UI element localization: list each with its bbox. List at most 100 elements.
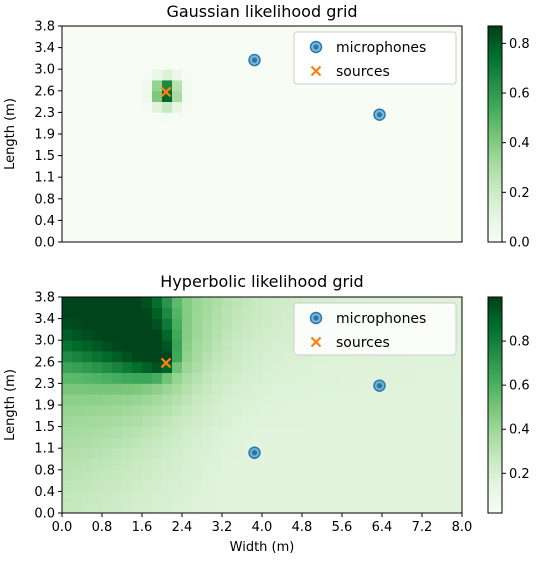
colorbar-segment bbox=[488, 227, 502, 232]
heatmap-cell bbox=[362, 383, 373, 395]
heatmap-cell bbox=[102, 26, 113, 38]
heatmap-cell bbox=[232, 134, 243, 146]
heatmap-cell bbox=[222, 383, 233, 395]
heatmap-cell bbox=[92, 480, 103, 492]
heatmap-cell bbox=[102, 448, 113, 460]
heatmap-cell bbox=[372, 220, 383, 232]
heatmap-cell bbox=[332, 155, 343, 167]
heatmap-cell bbox=[62, 177, 73, 189]
heatmap-cell bbox=[392, 502, 403, 514]
heatmap-cell bbox=[302, 112, 313, 124]
heatmap-cell bbox=[332, 405, 343, 417]
heatmap-cell bbox=[452, 144, 463, 156]
heatmap-cell bbox=[202, 307, 213, 319]
heatmap-cell bbox=[322, 220, 333, 232]
heatmap-cell bbox=[332, 188, 343, 200]
heatmap-cell bbox=[402, 502, 413, 514]
heatmap-cell bbox=[162, 123, 173, 135]
heatmap-cell bbox=[322, 90, 333, 102]
hyperbolic-markers bbox=[160, 357, 386, 459]
colorbar-segment bbox=[488, 72, 502, 77]
heatmap-cell bbox=[362, 491, 373, 503]
heatmap-cell bbox=[382, 426, 393, 438]
heatmap-cell bbox=[402, 220, 413, 232]
heatmap-cell bbox=[422, 437, 433, 449]
heatmap-cell bbox=[382, 177, 393, 189]
heatmap-cell bbox=[172, 144, 183, 156]
heatmap-cell bbox=[142, 123, 153, 135]
heatmap-cell bbox=[82, 26, 93, 38]
heatmap-cell bbox=[122, 47, 133, 59]
heatmap-cell bbox=[252, 502, 263, 514]
heatmap-cell bbox=[82, 209, 93, 221]
heatmap-cell bbox=[362, 101, 373, 113]
heatmap-cell bbox=[362, 231, 373, 243]
heatmap-cell bbox=[222, 394, 233, 406]
heatmap-cell bbox=[302, 144, 313, 156]
heatmap-cell bbox=[432, 101, 443, 113]
heatmap-cell bbox=[452, 58, 463, 70]
heatmap-cell bbox=[422, 469, 433, 481]
heatmap-cell bbox=[72, 437, 83, 449]
heatmap-cell bbox=[402, 437, 413, 449]
microphone-marker-core bbox=[251, 450, 258, 456]
heatmap-cell bbox=[152, 155, 163, 167]
heatmap-cell bbox=[72, 69, 83, 81]
heatmap-cell bbox=[202, 297, 213, 309]
heatmap-cell bbox=[152, 101, 163, 113]
heatmap-cell bbox=[122, 307, 133, 319]
heatmap-cell bbox=[182, 58, 193, 70]
heatmap-cell bbox=[402, 188, 413, 200]
heatmap-cell bbox=[322, 469, 333, 481]
colorbar-segment bbox=[488, 487, 502, 492]
heatmap-cell bbox=[92, 307, 103, 319]
heatmap-cell bbox=[162, 383, 173, 395]
colorbar-segment bbox=[488, 415, 502, 420]
heatmap-cell bbox=[252, 372, 263, 384]
heatmap-cell bbox=[202, 480, 213, 492]
y-tick-label: 1.5 bbox=[34, 420, 55, 435]
heatmap-cell bbox=[62, 198, 73, 210]
y-tick-label: 0.0 bbox=[34, 236, 55, 251]
heatmap-cell bbox=[442, 198, 453, 210]
heatmap-cell bbox=[442, 188, 453, 200]
heatmap-cell bbox=[272, 144, 283, 156]
heatmap-cell bbox=[62, 361, 73, 373]
heatmap-cell bbox=[72, 209, 83, 221]
heatmap-cell bbox=[112, 351, 123, 363]
heatmap-cell bbox=[302, 502, 313, 514]
colorbar-segment bbox=[488, 69, 502, 74]
colorbar-segment bbox=[488, 466, 502, 471]
heatmap-cell bbox=[122, 177, 133, 189]
heatmap-cell bbox=[352, 394, 363, 406]
heatmap-cell bbox=[82, 491, 93, 503]
heatmap-cell bbox=[72, 198, 83, 210]
heatmap-cell bbox=[122, 361, 133, 373]
heatmap-cell bbox=[102, 502, 113, 514]
heatmap-cell bbox=[312, 491, 323, 503]
heatmap-cell bbox=[272, 502, 283, 514]
heatmap-cell bbox=[162, 340, 173, 352]
heatmap-cell bbox=[432, 112, 443, 124]
heatmap-cell bbox=[62, 502, 73, 514]
colorbar-segment bbox=[488, 455, 502, 460]
heatmap-cell bbox=[282, 166, 293, 178]
heatmap-cell bbox=[172, 220, 183, 232]
heatmap-cell bbox=[422, 502, 433, 514]
heatmap-cell bbox=[252, 469, 263, 481]
heatmap-cell bbox=[222, 480, 233, 492]
heatmap-cell bbox=[242, 394, 253, 406]
heatmap-cell bbox=[262, 415, 273, 427]
heatmap-cell bbox=[142, 469, 153, 481]
heatmap-cell bbox=[422, 90, 433, 102]
heatmap-cell bbox=[232, 351, 243, 363]
heatmap-cell bbox=[332, 231, 343, 243]
heatmap-cell bbox=[402, 90, 413, 102]
legend-box bbox=[293, 302, 457, 356]
colorbar-segment bbox=[488, 195, 502, 200]
heatmap-cell bbox=[92, 177, 103, 189]
heatmap-cell bbox=[372, 134, 383, 146]
heatmap-cell bbox=[352, 383, 363, 395]
y-tick-label: 2.6 bbox=[34, 355, 55, 370]
heatmap-cell bbox=[272, 134, 283, 146]
